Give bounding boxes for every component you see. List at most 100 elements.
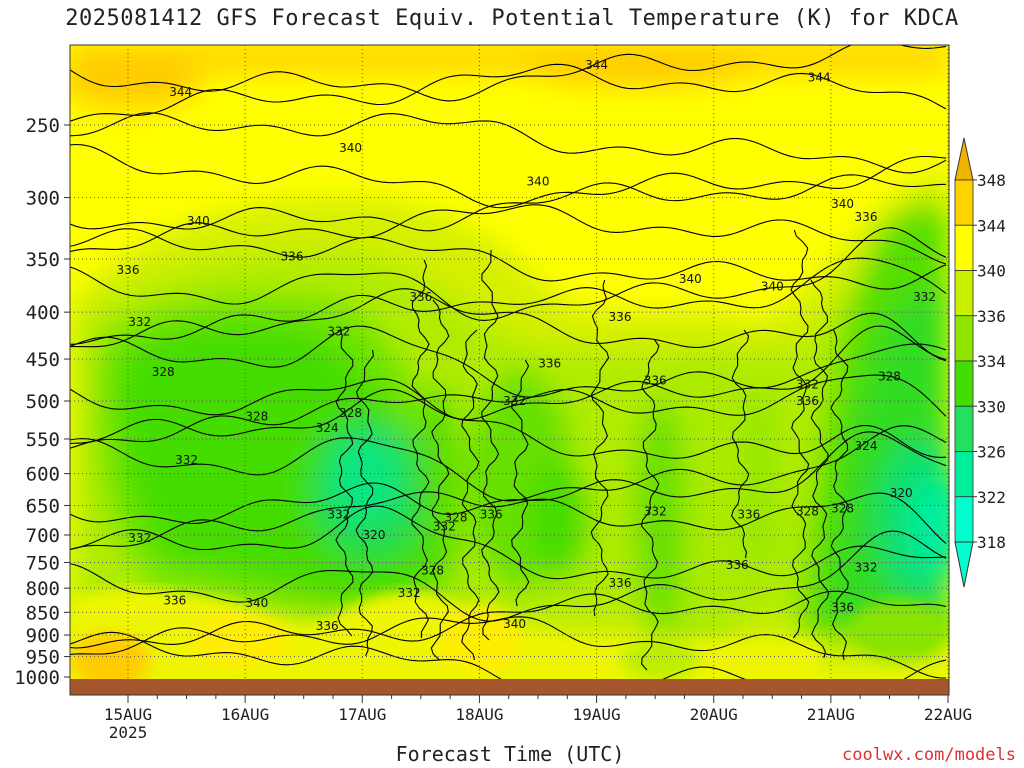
contour-label: 332 [175, 453, 198, 467]
contour-label: 332 [398, 586, 421, 600]
contour-line [790, 229, 810, 639]
contour-label: 336 [609, 310, 632, 324]
x-axis-label: Forecast Time (UTC) [395, 742, 625, 766]
contour-line [70, 228, 947, 290]
colorbar-band [954, 496, 974, 543]
x-tick-label: 20AUG [690, 705, 738, 724]
colorbar-band [954, 451, 974, 498]
x-axis: 15AUG 16AUG 17AUG 18AUG 19AUG 20AUG 21AUG 22AUG… [104, 695, 972, 742]
contour-label: 336 [480, 508, 503, 522]
contour-label: 340 [245, 596, 268, 610]
contour-label: 332 [796, 378, 819, 392]
x-tick-label: 18AUG [455, 705, 503, 724]
y-tick-label: 350 [26, 249, 60, 271]
colorbar-label: 336 [977, 307, 1006, 326]
contour-label: 328 [831, 502, 854, 516]
contour-label: 340 [187, 214, 210, 228]
contour-label: 336 [737, 508, 760, 522]
y-tick-label: 850 [26, 602, 60, 624]
colorbar-band [954, 179, 974, 226]
contour-line [70, 505, 947, 580]
chart-title: 2025081412 GFS Forecast Equiv. Potential… [65, 6, 959, 31]
contour-label: 336 [831, 601, 854, 615]
contour-line [590, 279, 610, 617]
contour-line [461, 329, 480, 661]
contour-line [355, 349, 374, 657]
colorbar-band [954, 405, 974, 452]
contour-line [70, 63, 947, 122]
contour-label: 344 [808, 71, 831, 85]
colorbar-label: 326 [977, 443, 1006, 462]
grid-lines [70, 45, 949, 679]
x-tick-label: 15AUG [104, 705, 152, 724]
plot-frame [69, 44, 950, 696]
contour-label: 328 [245, 410, 268, 424]
contour-line [511, 359, 530, 607]
contour-labels: 3443443443403403403403403403363363363363… [117, 58, 936, 633]
colorbar-band [954, 315, 974, 362]
contour-label: 332 [128, 531, 151, 545]
colorbar-band [954, 360, 974, 407]
contour-label: 332 [644, 505, 667, 519]
y-tick-label: 750 [26, 552, 60, 574]
y-tick-label: 450 [26, 349, 60, 371]
y-tick-label: 250 [26, 115, 60, 137]
contour-label: 336 [644, 374, 667, 388]
x-tick-label: 16AUG [221, 705, 269, 724]
contour-line [70, 631, 947, 679]
contour-label: 340 [761, 279, 784, 293]
contour-label: 332 [433, 519, 456, 533]
contour-label: 336 [409, 290, 432, 304]
contour-label: 324 [855, 439, 878, 453]
x-tick-label: 17AUG [338, 705, 386, 724]
colorbar: 348 344 340 336 334 330 326 322 318 [954, 137, 1006, 588]
contour-line [70, 431, 947, 524]
credit-link[interactable]: coolwx.com/models [842, 745, 1016, 765]
y-tick-label: 800 [26, 578, 60, 600]
contour-label: 336 [726, 558, 749, 572]
contour-line [335, 329, 354, 637]
y-tick-label: 400 [26, 302, 60, 324]
colorbar-label: 330 [977, 397, 1006, 416]
colorbar-label: 318 [977, 533, 1006, 552]
contour-line [810, 279, 830, 659]
contour-line [830, 329, 849, 661]
y-tick-label: 550 [26, 429, 60, 451]
y-tick-label: 600 [26, 464, 60, 486]
y-tick-label: 1000 [14, 667, 60, 689]
contour-line [70, 257, 947, 345]
contour-line [70, 204, 947, 265]
contour-label: 336 [538, 356, 561, 370]
contour-line [70, 590, 947, 649]
y-tick-label: 650 [26, 495, 60, 517]
x-year-label: 2025 [109, 723, 148, 742]
contour-label: 332 [913, 290, 936, 304]
contour-label: 328 [152, 365, 175, 379]
contour-label: 324 [316, 421, 339, 435]
colorbar-label: 340 [977, 262, 1006, 281]
x-tick-label: 22AUG [924, 705, 972, 724]
contour-label: 336 [316, 619, 339, 633]
contour-line [70, 174, 946, 232]
contour-label: 336 [163, 593, 186, 607]
contour-label: 340 [679, 272, 702, 286]
contour-line [70, 288, 947, 362]
colorbar-label: 322 [977, 488, 1006, 507]
y-axis: 2503003504004505005506006507007508008509… [14, 115, 70, 689]
contour-line [70, 325, 947, 398]
contour-label: 336 [281, 250, 304, 264]
contour-label: 328 [878, 369, 901, 383]
contour-label: 332 [327, 508, 350, 522]
contour-line [70, 112, 947, 174]
contour-label: 320 [363, 528, 386, 542]
contour-label: 328 [339, 406, 362, 420]
contour-label: 320 [890, 486, 913, 500]
colorbar-top-arrow [954, 137, 974, 181]
contour-label: 344 [169, 85, 192, 99]
colorbar-label: 334 [977, 352, 1006, 371]
contour-line [70, 616, 947, 679]
contour-line [70, 227, 947, 321]
contour-label: 332 [327, 325, 350, 339]
y-tick-label: 700 [26, 525, 60, 547]
